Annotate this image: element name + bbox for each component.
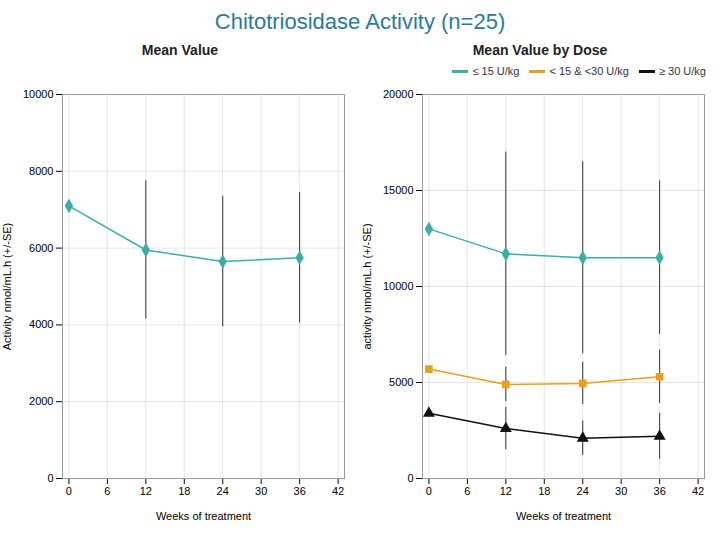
html-text:< 15 & <30 U/kg: < 15 & <30 U/kg [549,65,629,77]
svg-text:24: 24 [217,485,229,497]
html-text:Mean Value: Mean Value [141,42,219,58]
svg-text:Weeks of treatment: Weeks of treatment [516,510,611,522]
svg-text:10000: 10000 [23,88,54,100]
svg-text:15000: 15000 [383,184,414,196]
svg-text:0: 0 [407,472,413,484]
svg-text:42: 42 [692,485,704,497]
svg-text:0: 0 [426,485,432,497]
svg-text:30: 30 [255,485,267,497]
svg-text:36: 36 [294,485,306,497]
svg-text:6000: 6000 [29,242,53,254]
svg-text:2000: 2000 [29,395,53,407]
html-text:≥ 30 U/kg: ≥ 30 U/kg [659,65,706,77]
svg-text:18: 18 [538,485,550,497]
svg-text:0: 0 [47,472,53,484]
svg-text:6: 6 [464,485,470,497]
svg-text:4000: 4000 [29,318,53,330]
svg-text:8000: 8000 [29,165,53,177]
svg-text:5000: 5000 [389,376,413,388]
svg-text:36: 36 [654,485,666,497]
svg-text:42: 42 [332,485,344,497]
svg-text:6: 6 [104,485,110,497]
svg-text:24: 24 [577,485,589,497]
svg-text:30: 30 [615,485,627,497]
svg-text:12: 12 [500,485,512,497]
html-text:Mean Value by Dose: Mean Value by Dose [472,42,608,58]
svg-text:20000: 20000 [383,88,414,100]
html-text:Chitotriosidase Activity (n=25: Chitotriosidase Activity (n=25) [214,9,506,34]
svg-text:0: 0 [66,485,72,497]
svg-text:18: 18 [178,485,190,497]
svg-text:Weeks of treatment: Weeks of treatment [156,510,251,522]
svg-text:Activity nmol/mL.h (+/-SE): Activity nmol/mL.h (+/-SE) [1,223,13,350]
html-text:≤ 15 U/kg: ≤ 15 U/kg [472,65,520,77]
svg-text:10000: 10000 [383,280,414,292]
svg-text:activity nmol/mL.h (+/-SE): activity nmol/mL.h (+/-SE) [361,223,373,349]
svg-text:12: 12 [140,485,152,497]
